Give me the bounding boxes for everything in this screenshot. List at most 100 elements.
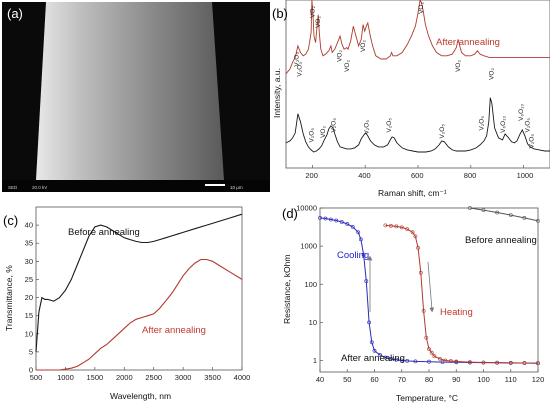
transmittance-y-tick-label: 40 xyxy=(25,221,33,230)
transmittance-x-label: Wavelength, nm xyxy=(110,391,171,401)
raman-peak-label-after: V₂O₃ xyxy=(297,62,304,77)
resistance-x-tick-label: 110 xyxy=(505,375,517,384)
raman-peak-label-after: VO₂ xyxy=(336,50,343,62)
resistance-y-tick-label: 10 xyxy=(309,318,317,327)
raman-chart: 200 400 600 800 1000 V₂O₃V₂O₃VO₂VO₂VO₂VO₂VO₂… xyxy=(272,0,550,198)
raman-peak-label-after: VO₂ xyxy=(488,68,495,80)
resistance-point xyxy=(448,359,453,363)
transmittance-chart: 500 1000 1500 2000 2500 3000 3500 4000 0 5 10 15 20 2… xyxy=(3,206,251,401)
raman-peak-label-after: VO₂ xyxy=(315,16,322,28)
resistance-series-1 xyxy=(385,224,539,364)
transmittance-x-tick-label: 3500 xyxy=(204,373,221,382)
resistance-point xyxy=(418,270,423,275)
resistance-point xyxy=(437,356,442,361)
resistance-point xyxy=(443,358,448,363)
resistance-x-tick-label: 70 xyxy=(398,375,406,384)
transmittance-y-tick-label: 0 xyxy=(29,366,33,375)
panel-label-b: (b) xyxy=(272,6,288,21)
resistance-point xyxy=(356,230,361,235)
resistance-point xyxy=(350,224,355,229)
transmittance-x-tick-label: 3000 xyxy=(175,373,192,382)
raman-peak-label-before: V₂O₅ xyxy=(525,118,532,133)
resistance-point xyxy=(421,309,426,313)
transmittance-annotation-after: After annealing xyxy=(142,325,206,336)
sem-scale-bar xyxy=(205,184,225,186)
transmittance-series-0 xyxy=(35,213,243,352)
panel-label-d: (d) xyxy=(282,206,298,221)
raman-peak-label-after: VO₂ xyxy=(344,60,351,72)
raman-series xyxy=(285,0,550,153)
raman-peak-label-after: V₂O₃ xyxy=(294,52,301,67)
resistance-y-tick-label: 10000 xyxy=(296,204,317,213)
resistance-point xyxy=(536,218,540,223)
resistance-point xyxy=(536,361,540,366)
raman-peak-label-before: V₂O₅ xyxy=(386,118,393,133)
raman-peak-label-before: V₂O₅ xyxy=(364,120,371,135)
resistance-point xyxy=(378,352,382,357)
raman-peak-label-before: V₂O₅ xyxy=(478,116,485,131)
resistance-point xyxy=(323,216,328,221)
resistance-point xyxy=(440,360,445,365)
raman-x-tick-label: 400 xyxy=(358,171,371,180)
resistance-y-tick-label: 100 xyxy=(304,280,317,289)
raman-series-1 xyxy=(285,97,550,153)
resistance-y-label: Resistance, kOhm xyxy=(282,255,292,324)
panel-label-c: (c) xyxy=(3,213,18,228)
resistance-point xyxy=(369,340,374,345)
transmittance-y-tick-label: 25 xyxy=(25,275,33,284)
raman-x-tick-label: 800 xyxy=(464,171,477,180)
resistance-point xyxy=(345,222,350,226)
resistance-series xyxy=(318,206,540,366)
resistance-annotation-after: After annealing xyxy=(341,353,405,364)
raman-peak-label-before: V₂O₅ xyxy=(309,128,316,143)
raman-peak-label-after: VO₂ xyxy=(360,40,367,52)
resistance-point xyxy=(372,348,377,353)
resistance-point xyxy=(508,360,513,365)
resistance-point xyxy=(481,360,486,365)
transmittance-plot-frame xyxy=(35,206,243,371)
raman-peak-label-before: V₂O₅ xyxy=(529,134,536,149)
resistance-point xyxy=(416,246,421,250)
resistance-point xyxy=(467,360,472,365)
resistance-point xyxy=(427,359,431,364)
transmittance-x-tick-label: 2500 xyxy=(145,373,162,382)
resistance-point xyxy=(495,360,500,365)
resistance-point xyxy=(339,220,344,224)
transmittance-panel: 500 1000 1500 2000 2500 3000 3500 4000 0 5 10 15 20 2… xyxy=(0,205,268,407)
raman-x-tick-label: 1000 xyxy=(517,171,534,180)
resistance-point xyxy=(429,350,434,355)
sem-info-kv: 20.0 kV xyxy=(32,185,47,190)
resistance-x-tick-label: 120 xyxy=(532,375,545,384)
raman-peak-label-after: VO₂ xyxy=(309,6,316,18)
raman-peak-label-after: VO₂ xyxy=(418,2,425,14)
resistance-point xyxy=(424,335,429,340)
raman-peak-label-before: V₂O₅ xyxy=(439,124,446,139)
resistance-x-tick-label: 40 xyxy=(316,375,324,384)
raman-x-tick-label: 600 xyxy=(411,171,424,180)
resistance-point xyxy=(329,217,333,222)
resistance-point xyxy=(454,359,459,364)
resistance-point xyxy=(318,215,322,220)
resistance-point xyxy=(364,279,369,284)
resistance-y-tick-label: 1 xyxy=(313,356,317,365)
heating-arrow xyxy=(427,261,435,313)
sem-image-panel: (a) SED 20.0 kV 10 μm xyxy=(2,2,270,192)
raman-peak-label-after: VO₂ xyxy=(455,60,462,72)
raman-annotation: After annealing xyxy=(436,37,500,48)
transmittance-x-tick-label: 500 xyxy=(30,373,43,382)
raman-peak-label-before: V₆O₁₃ xyxy=(518,104,525,121)
resistance-point xyxy=(383,355,388,360)
raman-x-tick-label: 200 xyxy=(305,171,318,180)
resistance-point xyxy=(427,347,431,351)
transmittance-x-tick-label: 4000 xyxy=(234,373,251,382)
transmittance-y-tick-label: 15 xyxy=(25,311,33,320)
raman-peak-label-before: VO₂ xyxy=(320,126,327,138)
resistance-point xyxy=(413,234,418,239)
resistance-x-tick-label: 50 xyxy=(343,375,351,384)
resistance-point xyxy=(413,359,418,364)
raman-series-0 xyxy=(285,0,550,75)
resistance-point xyxy=(399,358,404,363)
raman-panel: 200 400 600 800 1000 V₂O₃ V₂O₃ VO₂ VO₂ VO₂ VO₂ VO₂… xyxy=(268,0,550,205)
sem-scale-text: 10 μm xyxy=(230,185,243,190)
